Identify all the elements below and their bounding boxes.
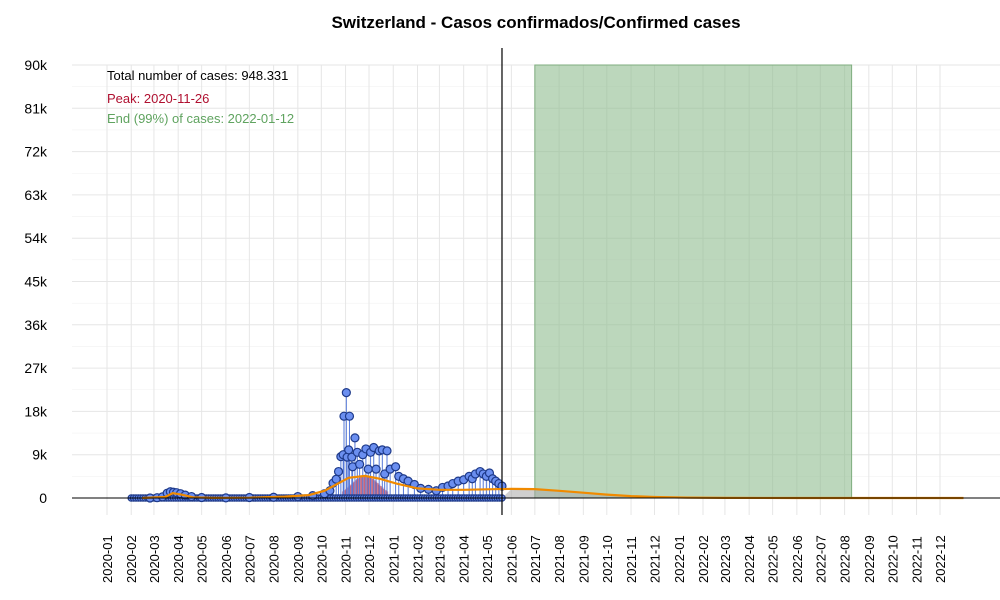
daily-cases-point	[391, 462, 401, 472]
axes	[72, 48, 1000, 515]
x-tick-label: 2020-11	[339, 536, 354, 583]
x-tick-label: 2020-04	[171, 535, 186, 583]
chart-title: Switzerland - Casos confirmados/Confirme…	[331, 13, 741, 32]
y-tick-labels: 0 9k 18k 27k 36k 45k 54k 63k 72k 81k 90k	[24, 57, 48, 506]
peak-bar	[352, 481, 356, 498]
peak-bar	[360, 476, 364, 498]
y-tick-label: 90k	[24, 57, 48, 73]
x-tick-label: 2021-03	[432, 535, 447, 583]
annotation-peak: Peak: 2020-11-26	[107, 91, 210, 106]
x-tick-label: 2020-06	[219, 535, 234, 583]
x-tick-label: 2021-06	[504, 535, 519, 583]
daily-cases-point	[363, 464, 373, 474]
x-tick-label: 2022-08	[838, 535, 853, 583]
x-tick-label: 2020-07	[242, 535, 257, 583]
x-tick-label: 2021-10	[600, 535, 615, 583]
x-tick-label: 2022-02	[696, 535, 711, 583]
x-tick-label: 2021-05	[480, 535, 495, 583]
daily-cases-point	[382, 446, 392, 456]
x-tick-label: 2022-04	[742, 535, 757, 583]
peak-bar	[346, 487, 350, 498]
y-tick-label: 54k	[24, 230, 48, 246]
peak-bar	[363, 475, 367, 498]
shaded-region	[534, 64, 853, 499]
y-tick-label: 36k	[24, 317, 48, 333]
peak-bar	[384, 490, 387, 498]
peak-bar	[370, 477, 373, 498]
annotation-total: Total number of cases: 948.331	[107, 68, 289, 83]
x-tick-labels: 2020-01 2020-02 2020-03 2020-04 2020-05 2020-…	[100, 535, 948, 583]
y-tick-label: 0	[39, 490, 47, 506]
x-tick-label: 2022-07	[813, 535, 828, 583]
daily-cases-point	[371, 464, 381, 474]
peak-bar	[365, 476, 368, 498]
x-tick-label: 2022-10	[885, 535, 900, 583]
y-tick-label: 45k	[24, 274, 48, 290]
peak-bar	[357, 477, 361, 498]
daily-cases-point	[333, 466, 344, 477]
daily-cases-points	[127, 388, 507, 503]
daily-cases-point	[344, 411, 355, 421]
x-tick-label: 2021-01	[386, 535, 401, 583]
y-tick-label: 72k	[24, 144, 48, 160]
x-tick-label: 2021-12	[648, 535, 663, 583]
y-tick-label: 81k	[24, 100, 48, 116]
x-tick-label: 2021-07	[528, 535, 543, 583]
x-tick-label: 2020-05	[195, 535, 210, 583]
x-tick-label: 2021-04	[457, 535, 472, 583]
peak-bar	[354, 480, 357, 498]
x-tick-label: 2022-01	[672, 535, 687, 583]
y-tick-label: 27k	[24, 360, 48, 376]
peak-bar	[349, 484, 353, 498]
daily-cases-point	[350, 433, 360, 443]
x-tick-label: 2022-06	[790, 535, 805, 583]
peak-bar	[371, 479, 375, 498]
peak-bar	[359, 477, 362, 498]
x-tick-label: 2021-09	[576, 535, 591, 583]
daily-cases-point	[355, 459, 365, 469]
x-tick-label: 2020-09	[291, 535, 306, 583]
x-tick-label: 2022-05	[766, 535, 781, 583]
daily-cases-point	[341, 388, 351, 398]
x-tick-label: 2022-09	[862, 535, 877, 583]
x-tick-label: 2020-08	[267, 535, 282, 583]
y-tick-label: 18k	[24, 403, 48, 419]
peak-bar	[362, 476, 365, 498]
x-tick-label: 2020-02	[124, 535, 139, 583]
x-tick-label: 2021-08	[552, 535, 567, 583]
peak-bar	[382, 488, 386, 498]
x-tick-label: 2022-11	[910, 536, 925, 583]
y-tick-label: 63k	[24, 187, 48, 203]
peak-bar	[373, 480, 376, 498]
x-tick-label: 2022-12	[933, 535, 948, 583]
x-tick-label: 2020-12	[362, 535, 377, 583]
peak-bar	[343, 490, 346, 498]
x-tick-label: 2021-02	[411, 535, 426, 583]
annotation-end: End (99%) of cases: 2022-01-12	[107, 111, 295, 126]
y-tick-label: 9k	[32, 447, 48, 463]
peak-bar	[379, 486, 382, 498]
x-tick-label: 2021-11	[624, 536, 639, 583]
peak-bar	[368, 477, 372, 498]
x-tick-label: 2022-03	[718, 535, 733, 583]
x-tick-label: 2020-01	[100, 535, 115, 583]
shaded-region-group	[502, 64, 964, 499]
x-tick-label: 2020-10	[314, 535, 329, 583]
x-tick-label: 2020-03	[147, 535, 162, 583]
peak-bar	[376, 483, 379, 498]
